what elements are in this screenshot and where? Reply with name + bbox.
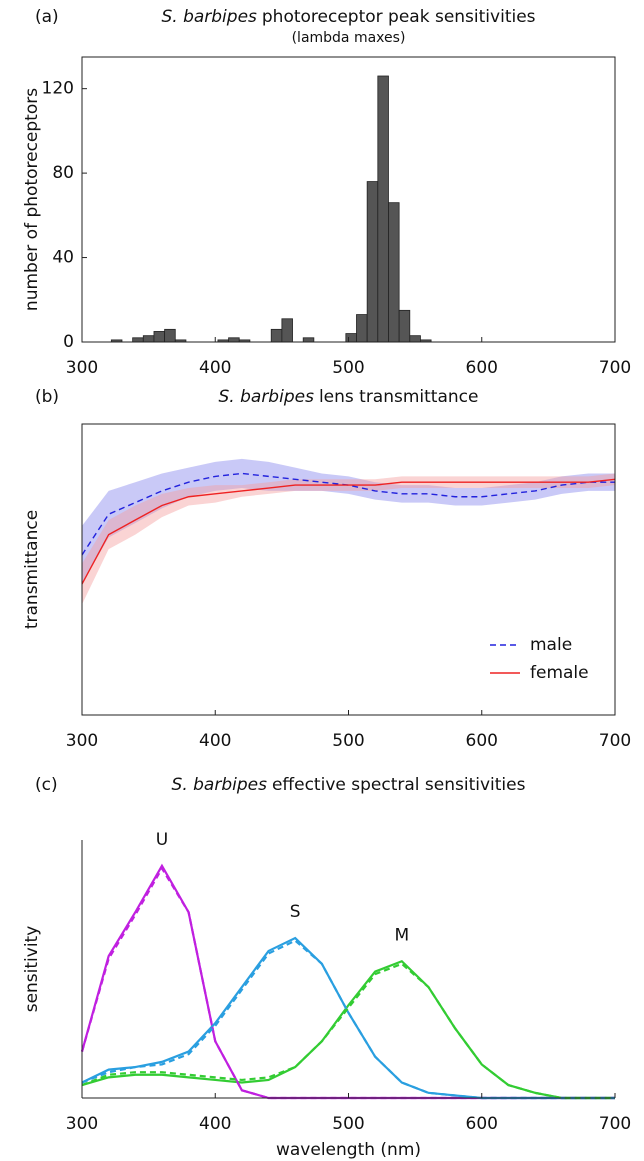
title-text: lens transmittance [319, 387, 479, 407]
x-axis-label: wavelength (nm) [276, 1140, 421, 1160]
series-line [81, 478, 616, 585]
bar [132, 337, 144, 343]
title-italic: S. barbipes [172, 775, 268, 795]
bar [345, 333, 357, 343]
bar [142, 335, 155, 343]
title-text: effective spectral sensitivities [272, 775, 526, 795]
x-tick-label: 300 [66, 358, 98, 378]
chart-title: S. barbipes lens transmittance [219, 387, 479, 407]
bar [153, 331, 166, 343]
y-tick-label: 40 [52, 248, 74, 268]
legend-label: female [530, 663, 589, 683]
series-label: U [156, 830, 168, 850]
bar [388, 202, 400, 343]
bar [356, 314, 368, 343]
x-tick-label: 500 [332, 1114, 364, 1134]
x-tick-label: 400 [199, 1114, 231, 1134]
bar [366, 181, 379, 343]
title-text: photoreceptor peak sensitivities [262, 7, 536, 27]
x-tick-label: 700 [599, 731, 631, 751]
title-italic: S. barbipes [219, 387, 315, 407]
plot-frame [81, 56, 616, 343]
y-axis-label: sensitivity [22, 926, 42, 1013]
series-line [80, 863, 615, 1100]
y-axis-label: transmittance [22, 510, 42, 629]
x-tick-label: 400 [199, 358, 231, 378]
error-band [82, 473, 615, 605]
y-tick-label: 80 [52, 163, 74, 183]
panel-label: (a) [35, 7, 59, 27]
series-line [81, 962, 615, 1100]
legend-label: male [530, 635, 572, 655]
error-band [82, 458, 615, 585]
y-axis-label: number of photoreceptors [22, 88, 42, 311]
series-line [81, 959, 615, 1100]
panel-label: (b) [35, 387, 59, 407]
series-label: S [290, 902, 301, 922]
x-tick-label: 600 [466, 731, 498, 751]
y-tick-label: 120 [42, 79, 74, 99]
bar [270, 328, 283, 343]
chart-title: S. barbipes photoreceptor peak sensitivit… [161, 7, 535, 27]
chart-title: S. barbipes effective spectral sensitivit… [172, 775, 526, 795]
bar [409, 335, 421, 343]
series-label: M [394, 925, 409, 945]
x-tick-label: 300 [66, 731, 98, 751]
x-tick-label: 500 [332, 358, 364, 378]
series-line [81, 472, 615, 556]
x-tick-label: 700 [599, 1114, 631, 1134]
bar [398, 309, 411, 343]
title-italic: S. barbipes [161, 7, 257, 27]
panel-label: (c) [35, 775, 58, 795]
chart-subtitle: (lambda maxes) [292, 30, 406, 46]
x-tick-label: 300 [66, 1114, 98, 1134]
bar [377, 75, 389, 343]
x-tick-label: 400 [199, 731, 231, 751]
x-tick-label: 500 [332, 731, 364, 751]
bar [164, 328, 176, 343]
bar [281, 318, 293, 343]
x-tick-label: 600 [466, 358, 498, 378]
bar [302, 337, 315, 343]
x-tick-label: 600 [466, 1114, 498, 1134]
y-tick-label: 0 [63, 332, 74, 352]
x-tick-label: 700 [599, 358, 631, 378]
bar [228, 337, 240, 343]
